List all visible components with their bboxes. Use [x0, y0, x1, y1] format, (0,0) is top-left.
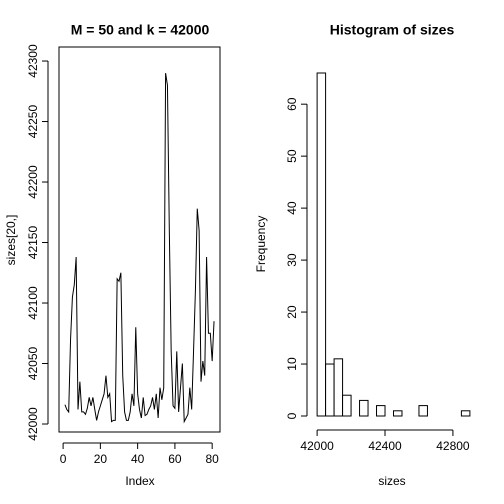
x-axis-label: Index: [125, 474, 154, 488]
y-axis-label: sizes[20,]: [4, 215, 18, 266]
x-tick-label: 60: [168, 452, 182, 466]
y-tick-label: 42300: [26, 44, 40, 78]
histogram-bar: [460, 410, 471, 417]
data-line: [64, 73, 215, 424]
chart-title: Histogram of sizes: [330, 22, 455, 38]
y-tick-label: 42250: [26, 105, 40, 139]
histogram-bar: [325, 363, 335, 417]
y-tick-label: 42200: [26, 165, 40, 199]
histogram-bar: [359, 399, 369, 417]
histogram-bar: [418, 405, 428, 417]
histogram-bar: [333, 358, 344, 417]
y-tick-label: 50: [285, 149, 299, 163]
y-tick-label: 42050: [26, 347, 40, 381]
y-tick-label: 30: [285, 253, 299, 267]
y-tick-label: 42150: [26, 226, 40, 260]
x-tick-label: 40: [131, 452, 145, 466]
y-tick-label: 0: [285, 412, 299, 419]
x-tick-label: 42400: [368, 439, 402, 453]
y-tick-label: 20: [285, 305, 299, 319]
x-axis-label: sizes: [378, 474, 405, 488]
y-tick-label: 42000: [26, 407, 40, 441]
y-tick-label: 42100: [26, 286, 40, 320]
y-tick-label: 60: [285, 97, 299, 111]
x-tick-label: 42000: [300, 439, 334, 453]
y-tick-label: 10: [285, 357, 299, 371]
histogram-bar: [342, 394, 352, 417]
x-tick-label: 80: [205, 452, 219, 466]
chart-title: M = 50 and k = 42000: [71, 22, 210, 38]
histogram-bar: [393, 410, 403, 417]
histogram-bar: [316, 72, 327, 417]
histogram-bar: [376, 405, 386, 417]
y-tick-label: 40: [285, 201, 299, 215]
plot-box: [58, 46, 221, 433]
x-tick-label: 42800: [436, 439, 470, 453]
x-tick-label: 20: [94, 452, 108, 466]
x-tick-label: 0: [60, 452, 67, 466]
y-axis-label: Frequency: [254, 216, 268, 273]
